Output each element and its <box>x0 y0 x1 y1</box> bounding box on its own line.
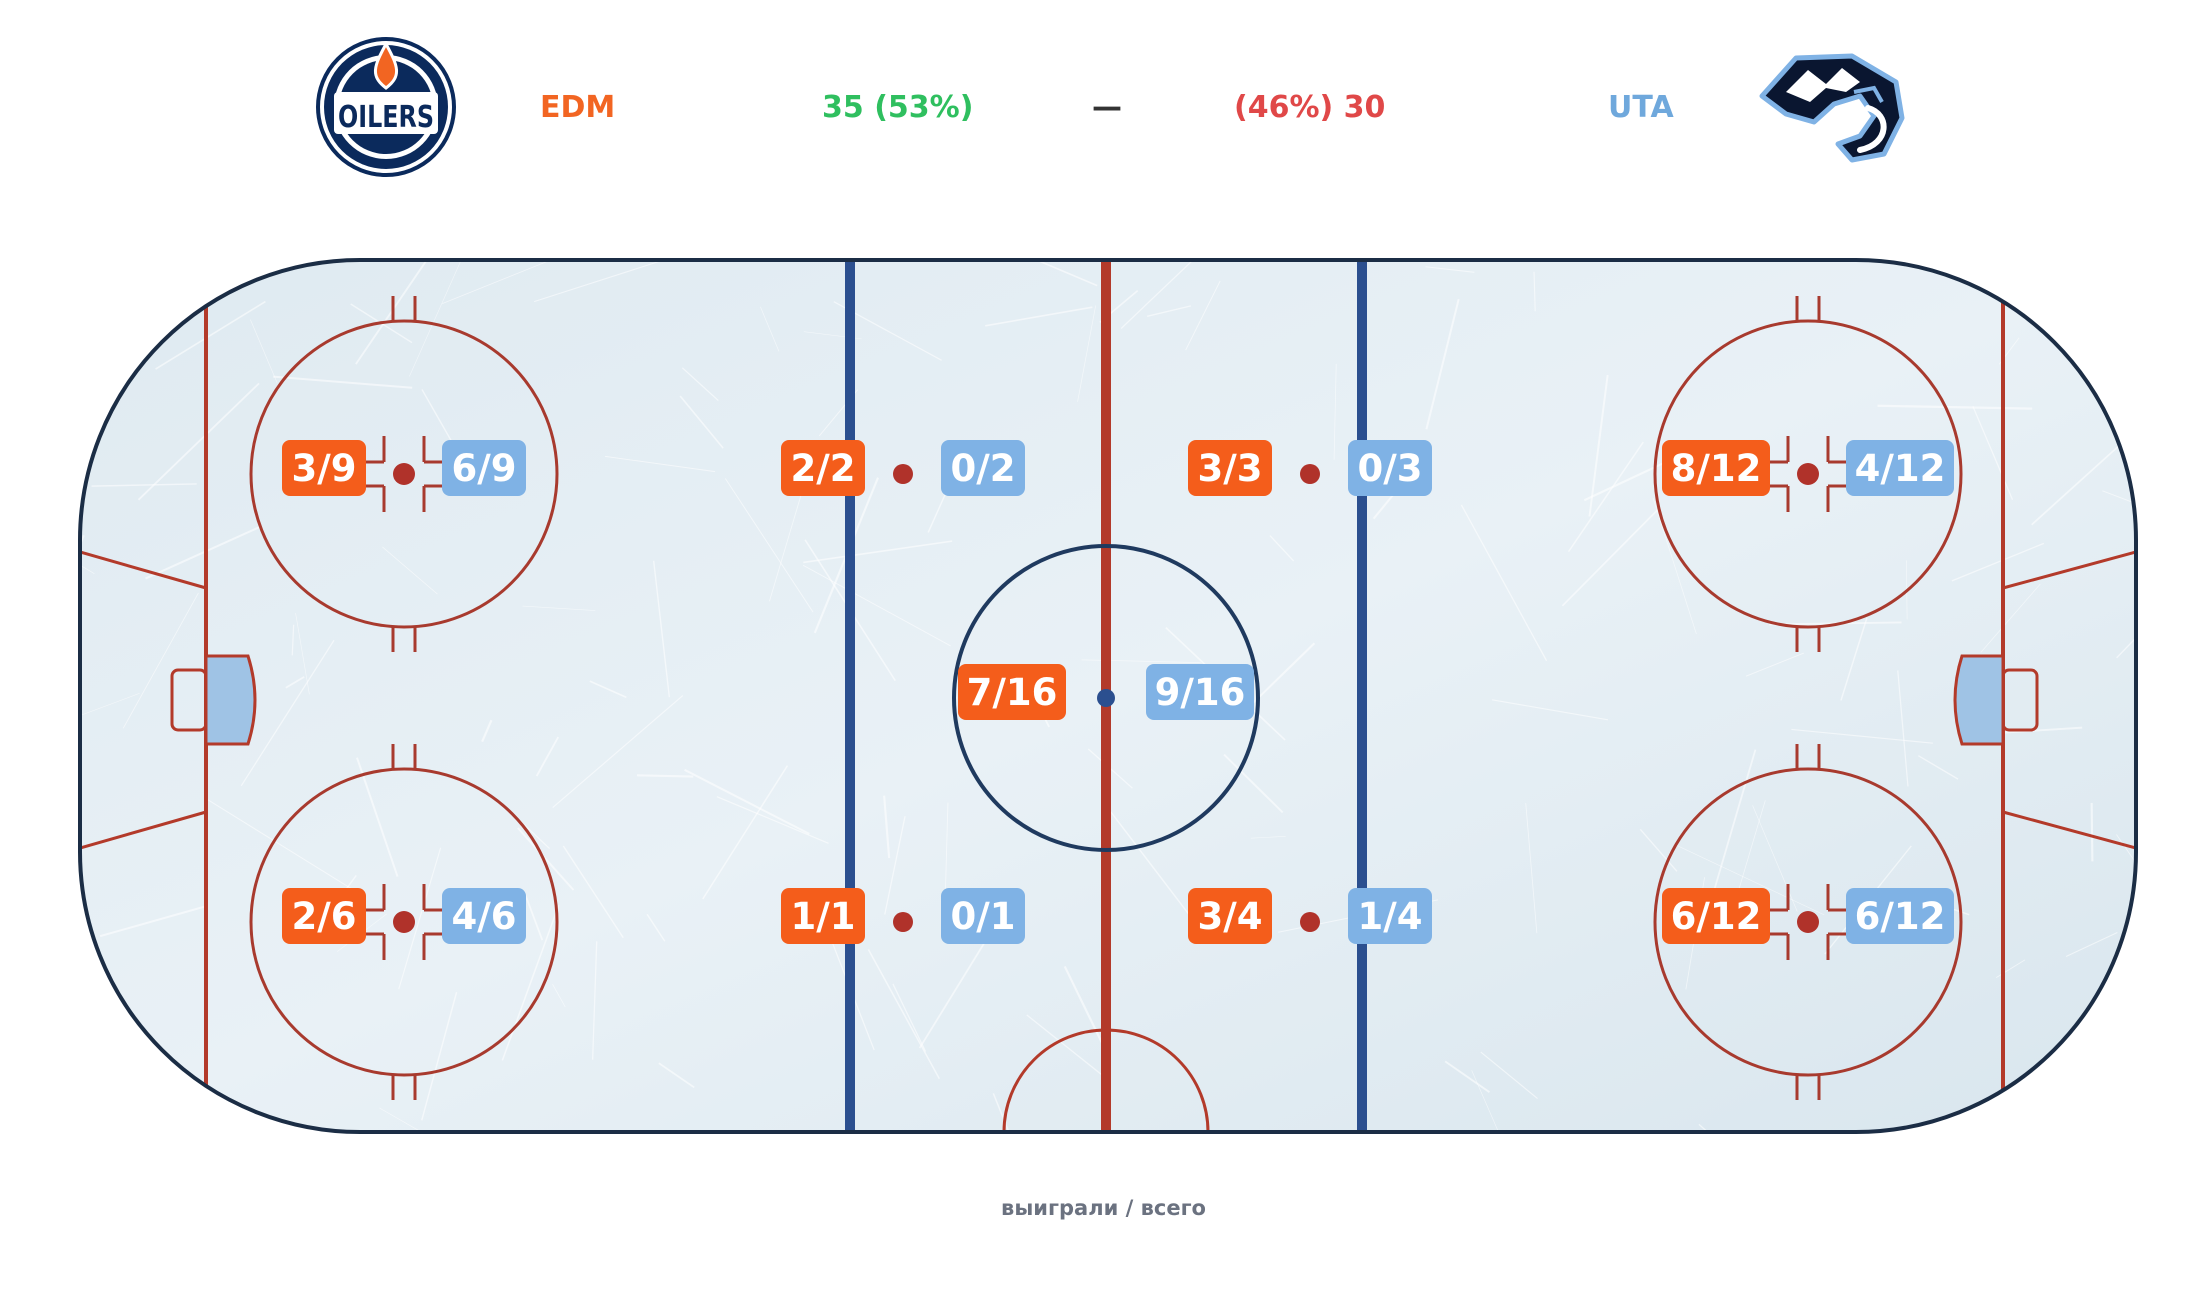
neutral-left-top-dot <box>893 464 913 484</box>
right-top-circle-home-badge-text: 8/12 <box>1671 447 1762 490</box>
legend-caption: выиграли / всего <box>1001 1196 1206 1220</box>
left-bottom-circle-home-badge-text: 2/6 <box>291 895 356 938</box>
right-goal-crease <box>1953 654 2005 746</box>
neutral-right-bottom-home-badge: 3/4 <box>1188 888 1272 944</box>
score-separator: — <box>1092 90 1122 125</box>
right-top-circle-home-badge: 8/12 <box>1662 440 1770 496</box>
right-bottom-circle-away-badge-text: 6/12 <box>1855 895 1946 938</box>
left-top-circle-dot <box>393 463 415 485</box>
neutral-right-top-home-badge-text: 3/3 <box>1197 447 1262 490</box>
neutral-right-bottom-away-badge-text: 1/4 <box>1357 895 1422 938</box>
neutral-right-top-home-badge: 3/3 <box>1188 440 1272 496</box>
neutral-left-top-away-badge-text: 0/2 <box>950 447 1015 490</box>
left-goal-net <box>170 668 208 732</box>
home-team-abbr: EDM <box>540 90 616 125</box>
neutral-left-bottom-home-badge: 1/1 <box>781 888 865 944</box>
home-faceoff-score: 35 (53%) <box>822 90 974 125</box>
center-away-badge-text: 9/16 <box>1155 671 1246 714</box>
center-home-badge-text: 7/16 <box>967 671 1058 714</box>
neutral-left-top-home-badge-text: 2/2 <box>790 447 855 490</box>
neutral-right-top-dot <box>1300 464 1320 484</box>
right-bottom-circle-away-badge: 6/12 <box>1846 888 1954 944</box>
left-top-circle-away-badge: 6/9 <box>442 440 526 496</box>
center-faceoff-dot <box>1097 689 1115 707</box>
right-bottom-circle-home-badge-text: 6/12 <box>1671 895 1762 938</box>
home-logo-wordmark: OILERS <box>338 100 434 135</box>
right-bottom-circle <box>1653 767 1963 1077</box>
away-team-logo <box>1756 52 1908 164</box>
right-bottom-circle-home-badge: 6/12 <box>1662 888 1770 944</box>
right-top-circle-away-badge: 4/12 <box>1846 440 1954 496</box>
neutral-left-top-home-badge: 2/2 <box>781 440 865 496</box>
home-team-logo: OILERS <box>316 36 456 178</box>
neutral-right-bottom-away-badge: 1/4 <box>1348 888 1432 944</box>
neutral-left-bottom-dot <box>893 912 913 932</box>
neutral-right-bottom-home-badge-text: 3/4 <box>1197 895 1262 938</box>
right-top-circle-dot <box>1797 463 1819 485</box>
right-top-circle <box>1653 319 1963 629</box>
neutral-left-bottom-away-badge: 0/1 <box>941 888 1025 944</box>
neutral-right-top-away-badge-text: 0/3 <box>1357 447 1422 490</box>
right-bottom-circle-dot <box>1797 911 1819 933</box>
center-away-badge: 9/16 <box>1146 664 1254 720</box>
left-bottom-circle <box>249 767 559 1077</box>
right-goal-net <box>2001 668 2039 732</box>
right-blue-line <box>1357 260 1367 1132</box>
center-circle <box>952 544 1260 852</box>
neutral-left-top-away-badge: 0/2 <box>941 440 1025 496</box>
left-bottom-circle-home-badge: 2/6 <box>282 888 366 944</box>
neutral-left-bottom-home-badge-text: 1/1 <box>790 895 855 938</box>
away-team-abbr: UTA <box>1608 90 1674 125</box>
rink-boards <box>78 258 2138 1134</box>
left-goal-crease <box>204 654 257 746</box>
neutral-right-top-away-badge: 0/3 <box>1348 440 1432 496</box>
left-top-circle-home-badge-text: 3/9 <box>291 447 356 490</box>
left-bottom-circle-away-badge: 4/6 <box>442 888 526 944</box>
left-top-circle-away-badge-text: 6/9 <box>451 447 516 490</box>
left-blue-line <box>845 260 855 1132</box>
away-faceoff-score: (46%) 30 <box>1234 90 1386 125</box>
left-top-circle <box>249 319 559 629</box>
left-bottom-circle-dot <box>393 911 415 933</box>
neutral-right-bottom-dot <box>1300 912 1320 932</box>
center-home-badge: 7/16 <box>958 664 1066 720</box>
neutral-left-bottom-away-badge-text: 0/1 <box>950 895 1015 938</box>
right-top-circle-away-badge-text: 4/12 <box>1855 447 1946 490</box>
left-bottom-circle-away-badge-text: 4/6 <box>451 895 516 938</box>
left-top-circle-home-badge: 3/9 <box>282 440 366 496</box>
